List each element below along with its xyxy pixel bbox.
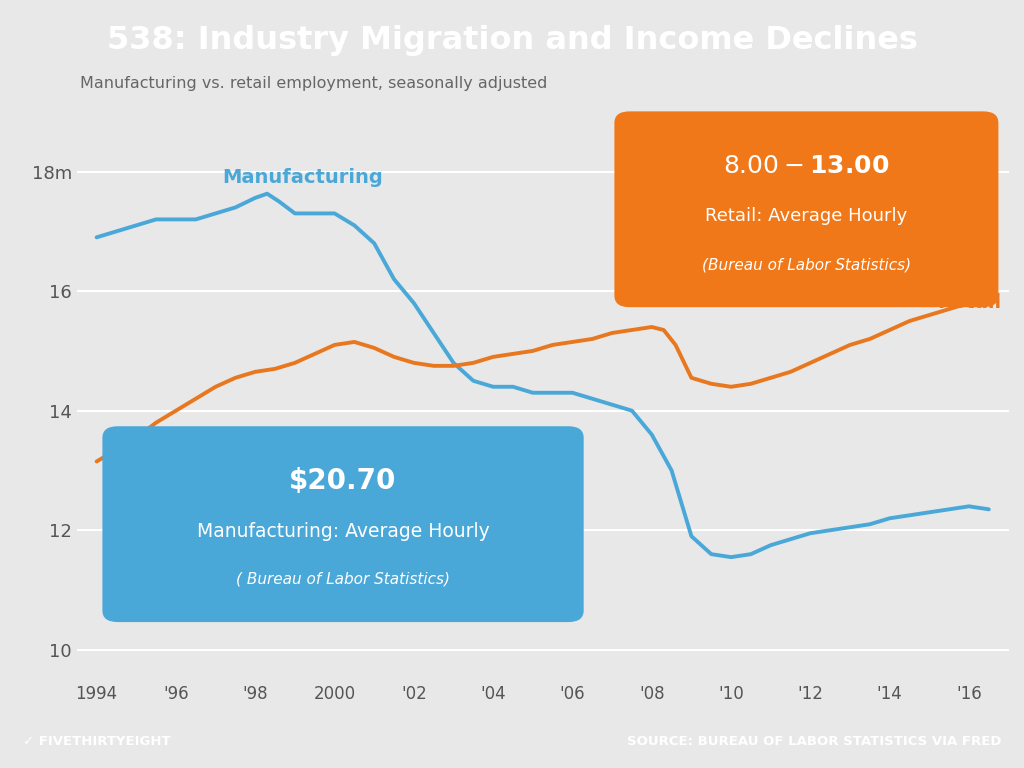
- Text: Retail: Retail: [937, 293, 1001, 312]
- Text: Manufacturing: Average Hourly: Manufacturing: Average Hourly: [197, 521, 489, 541]
- Text: SOURCE: BUREAU OF LABOR STATISTICS VIA FRED: SOURCE: BUREAU OF LABOR STATISTICS VIA F…: [627, 736, 1001, 748]
- Text: (Bureau of Labor Statistics): (Bureau of Labor Statistics): [701, 257, 911, 272]
- Text: $8.00- $13.00: $8.00- $13.00: [723, 154, 890, 178]
- Text: ✓ FIVETHIRTYEIGHT: ✓ FIVETHIRTYEIGHT: [23, 736, 170, 748]
- Text: Manufacturing: Manufacturing: [222, 167, 383, 187]
- Text: ( Bureau of Labor Statistics): ( Bureau of Labor Statistics): [237, 572, 450, 587]
- Text: Manufacturing vs. retail employment, seasonally adjusted: Manufacturing vs. retail employment, sea…: [80, 75, 547, 91]
- Text: $20.70: $20.70: [290, 467, 396, 495]
- Text: 538: Industry Migration and Income Declines: 538: Industry Migration and Income Decli…: [106, 25, 918, 56]
- Text: Retail: Average Hourly: Retail: Average Hourly: [706, 207, 907, 225]
